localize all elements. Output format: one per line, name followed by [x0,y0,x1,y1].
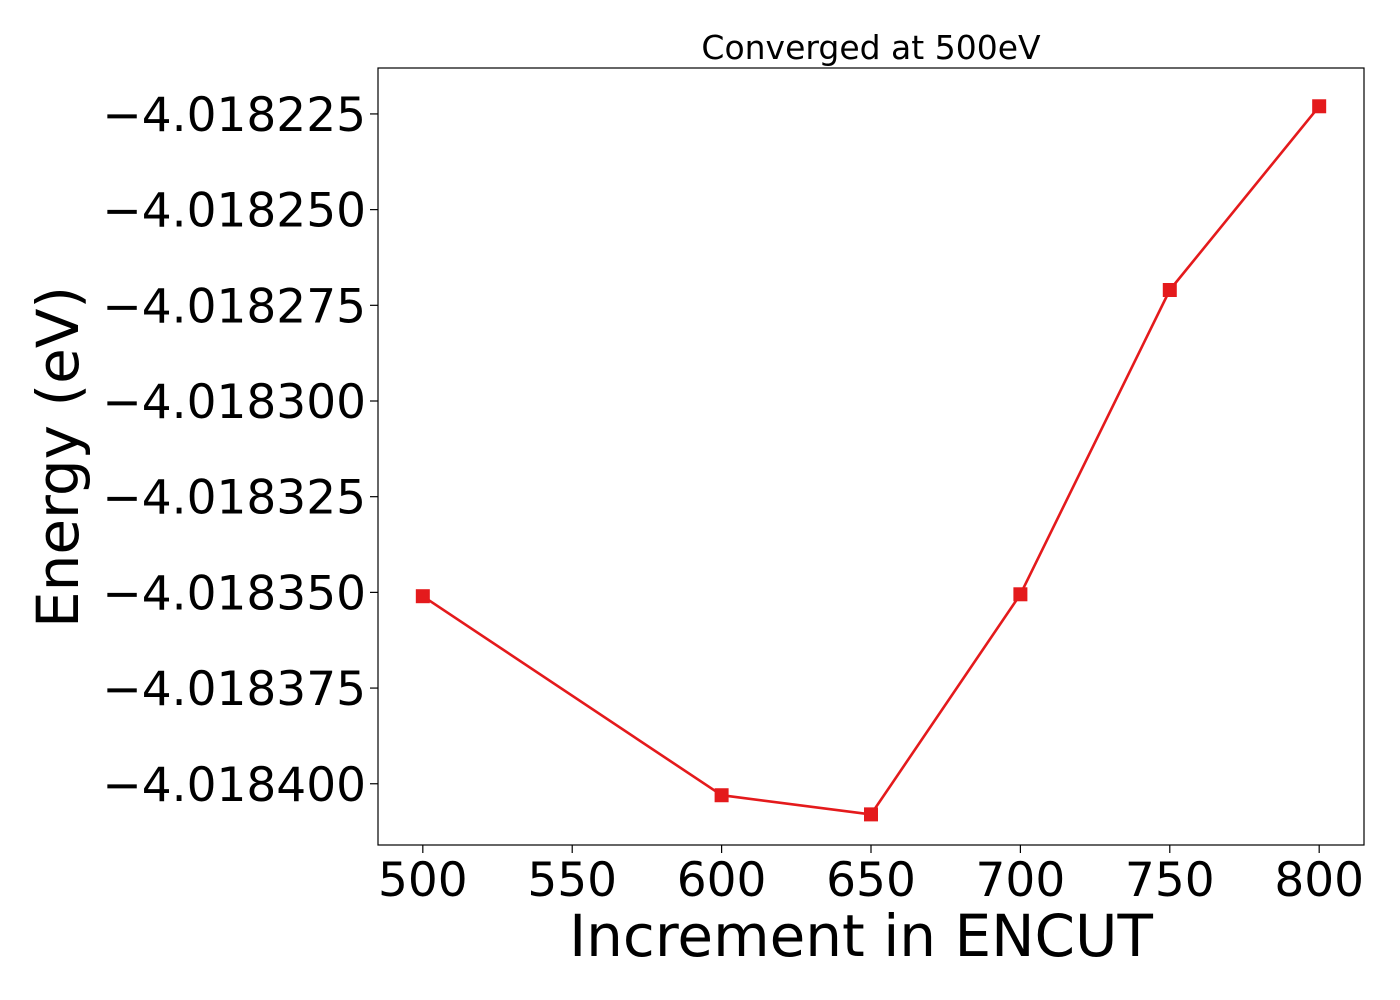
data-point-marker [714,788,729,803]
chart-title: Converged at 500eV [701,28,1041,67]
y-tick-label: −4.018325 [102,471,366,526]
y-tick-label: −4.018275 [102,279,366,334]
x-tick-label: 550 [527,853,617,908]
data-point-marker [1162,283,1177,297]
data-point-marker [415,589,430,604]
x-tick-label: 650 [826,853,916,908]
x-axis-title: Increment in ENCUT [569,902,1153,970]
data-point-marker [1312,99,1327,114]
y-axis-title: Energy (eV) [24,286,92,628]
y-tick-label: −4.018375 [102,662,366,717]
y-tick-label: −4.018225 [102,88,366,143]
x-tick-label: 500 [378,853,468,908]
data-point-marker [1013,587,1028,602]
data-point-marker [864,807,878,822]
y-tick-label: −4.018300 [102,375,366,430]
x-tick-label: 600 [677,853,767,908]
x-tick-label: 750 [1125,853,1215,908]
y-tick-label: −4.018400 [102,758,366,813]
plot-layer: 500 550 600 650 700 750 800 −4.018225 −4.018250 −… [102,67,1365,908]
y-tick-label: −4.018250 [102,184,366,239]
x-tick-label: 700 [976,853,1066,908]
x-tick-label: 800 [1274,853,1364,908]
series-line [422,105,1321,816]
y-tick-label: −4.018350 [102,566,366,621]
